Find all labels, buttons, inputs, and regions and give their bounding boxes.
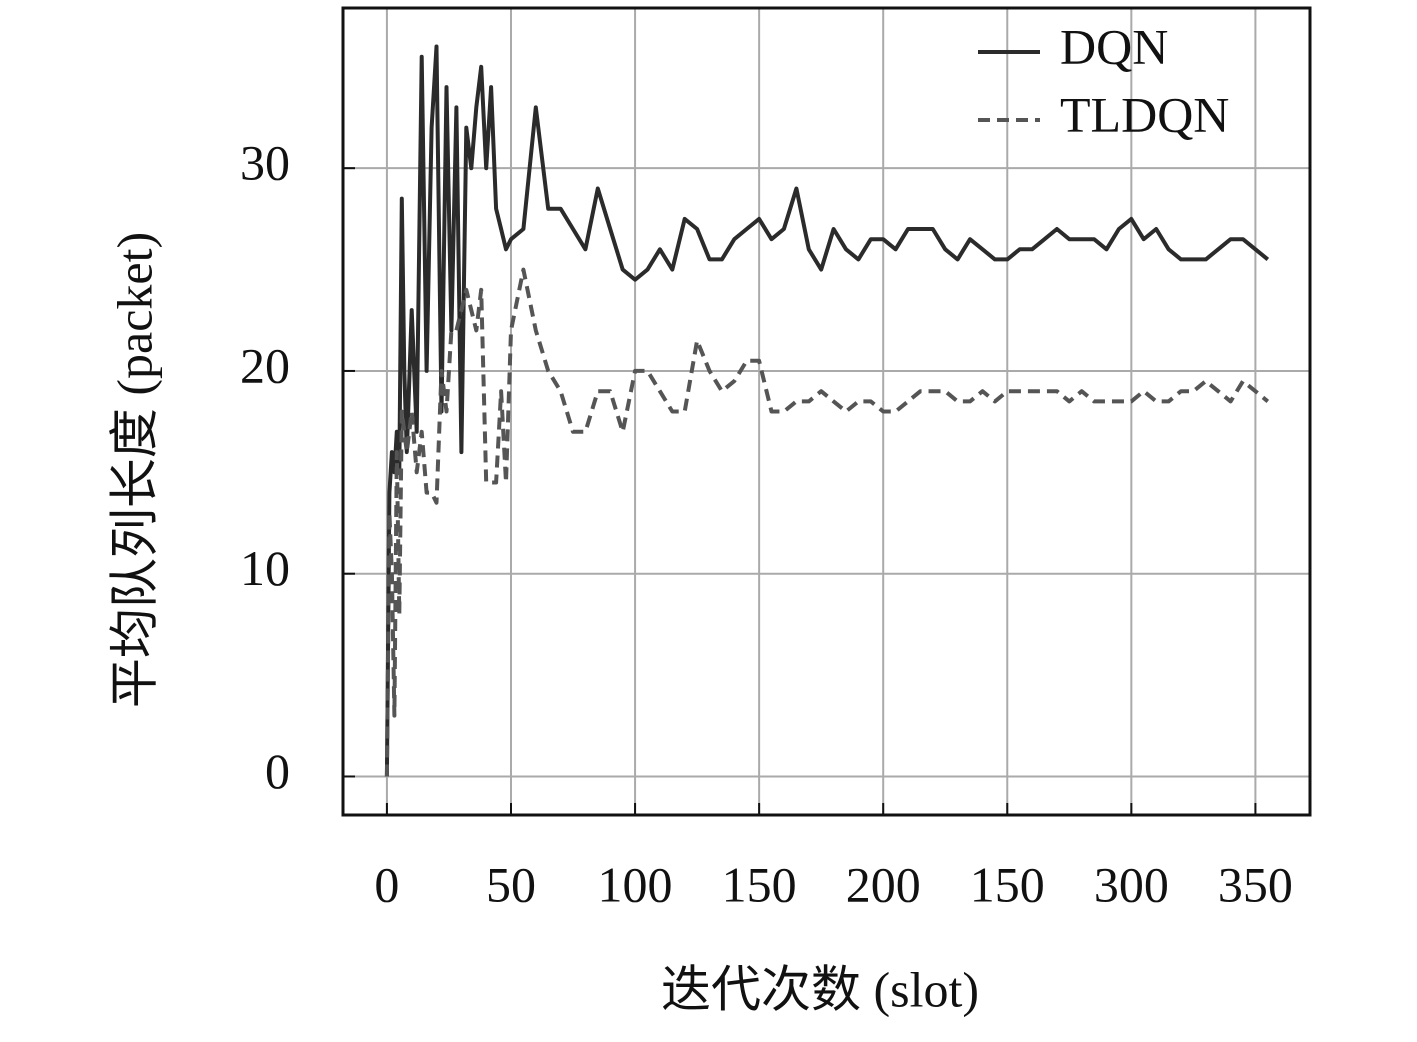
y-tick-label: 10 <box>240 540 290 596</box>
x-tick-label: 300 <box>1094 856 1169 912</box>
plot-frame <box>341 6 1312 817</box>
y-axis-label: 平均队列长度 (packet) <box>106 232 162 708</box>
legend-label: DQN <box>1060 18 1168 74</box>
legend-label: TLDQN <box>1060 86 1229 142</box>
y-tick-label: 30 <box>240 135 290 191</box>
x-tick-label: 200 <box>846 856 921 912</box>
x-tick-label: 50 <box>486 856 536 912</box>
x-tick-label: 350 <box>1218 856 1293 912</box>
data-line <box>384 267 1270 777</box>
x-tick-label: 150 <box>722 856 797 912</box>
x-axis-label: 迭代次数 (slot) <box>661 961 979 1017</box>
y-tick-label: 20 <box>240 337 290 393</box>
y-tick-label: 0 <box>265 743 290 799</box>
data-line <box>384 44 1270 777</box>
x-tick-label: 0 <box>374 856 399 912</box>
x-tick-label: 100 <box>598 856 673 912</box>
x-tick-label: 150 <box>970 856 1045 912</box>
